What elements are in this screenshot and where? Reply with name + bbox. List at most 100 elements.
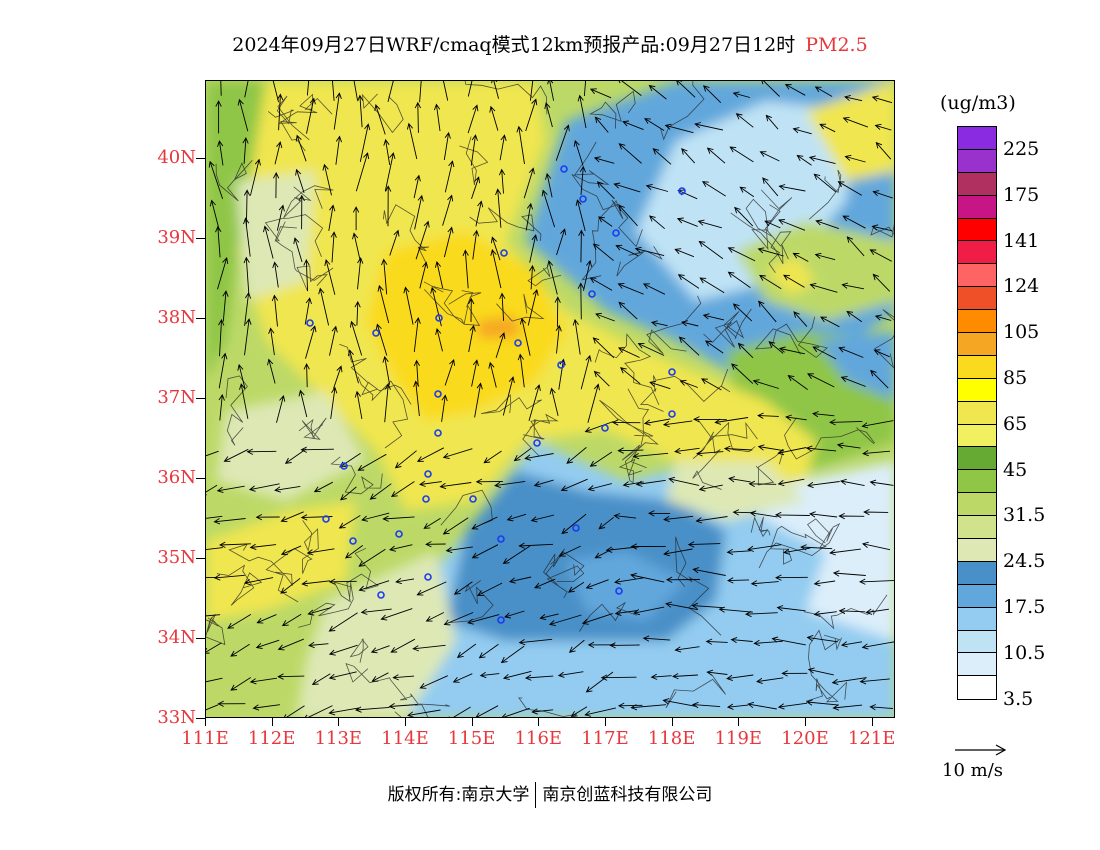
wind-arrow-icon	[589, 451, 613, 467]
region-south-yellow	[206, 501, 356, 621]
wind-arrow-icon	[377, 284, 390, 324]
wind-arrow-icon	[490, 248, 502, 289]
wind-arrow-icon	[475, 705, 499, 717]
wind-arrow-icon	[637, 342, 665, 356]
boundary-line	[754, 316, 828, 358]
wind-arrow-icon	[243, 577, 274, 586]
wind-arrow-icon	[672, 673, 698, 680]
wind-arrow-icon	[419, 261, 429, 289]
legend-swatch	[958, 470, 996, 494]
lon-tick	[205, 718, 206, 726]
station-marker-icon	[340, 462, 348, 470]
wind-arrow-icon	[413, 174, 421, 199]
boundary-line	[357, 376, 408, 449]
wind-arrow-icon	[332, 81, 335, 101]
legend-swatch	[958, 287, 996, 311]
wind-arrow-icon	[747, 544, 782, 552]
wind-arrow-icon	[381, 258, 388, 295]
wind-arrow-icon	[445, 546, 473, 554]
station-marker-icon	[533, 439, 541, 447]
wind-arrow-icon	[777, 702, 808, 710]
wind-arrow-icon	[587, 383, 600, 423]
station-marker-icon	[678, 187, 686, 195]
wind-arrow-icon	[859, 578, 894, 585]
wind-arrow-icon	[267, 358, 276, 384]
station-marker-icon	[322, 515, 330, 523]
boundary-line	[803, 594, 888, 630]
lon-label-117e: 117E	[581, 728, 629, 749]
wind-arrow-icon	[222, 290, 229, 322]
legend-label: 17.5	[1003, 595, 1046, 618]
wind-arrow-icon	[778, 184, 806, 192]
boundary-line	[228, 543, 299, 603]
wind-arrow-icon	[837, 181, 863, 196]
wind-arrow-icon	[648, 510, 671, 517]
wind-arrow-icon	[752, 379, 779, 389]
wind-arrow-icon	[271, 294, 279, 327]
wind-arrow-icon	[678, 336, 700, 356]
wind-arrow-icon	[352, 232, 362, 263]
station-marker-icon	[500, 249, 508, 257]
station-marker-icon	[306, 319, 314, 327]
wind-arrow-icon	[508, 576, 532, 584]
boundary-line	[578, 601, 637, 632]
wind-arrow-icon	[227, 614, 252, 629]
wind-arrow-icon	[322, 163, 332, 196]
station-marker-icon	[434, 429, 442, 437]
lat-tick	[196, 638, 205, 640]
region-south-mid	[566, 551, 686, 621]
station-marker-icon	[560, 165, 568, 173]
wind-arrow-icon	[613, 513, 637, 520]
wind-arrow-icon	[390, 638, 416, 653]
wind-arrow-icon	[333, 92, 342, 130]
wind-arrow-icon	[354, 300, 361, 326]
wind-arrow-icon	[406, 122, 418, 160]
wind-arrow-icon	[561, 513, 587, 535]
wind-arrow-icon	[380, 608, 413, 621]
legend-swatch	[958, 149, 996, 173]
wind-arrow-icon	[705, 638, 728, 645]
wind-arrow-icon	[679, 379, 698, 388]
wind-arrow-icon	[298, 194, 305, 230]
wind-arrow-icon	[385, 185, 392, 227]
wind-arrow-icon	[622, 120, 644, 131]
wind-arrow-icon	[783, 274, 805, 288]
wind-arrow-icon	[570, 706, 588, 717]
boundary-line	[206, 614, 226, 646]
wind-arrow-icon	[572, 318, 581, 355]
wind-arrow-icon	[206, 677, 223, 683]
wind-arrow-icon	[303, 259, 310, 292]
wind-arrow-icon	[230, 643, 250, 657]
wind-arrow-icon	[243, 256, 250, 294]
wind-arrow-icon	[844, 94, 863, 102]
reference-vector-arrow-icon	[955, 744, 1007, 756]
lat-tick	[196, 238, 205, 240]
boundary-line	[770, 525, 833, 565]
lon-label-111e: 111E	[181, 728, 229, 749]
boundary-line	[480, 394, 542, 414]
boundary-line	[618, 388, 659, 484]
lat-label-33n: 33N	[157, 707, 196, 728]
wind-arrow-icon	[246, 448, 277, 455]
wind-arrow-icon	[842, 116, 869, 128]
wind-arrow-icon	[873, 349, 890, 358]
wind-arrow-icon	[477, 582, 503, 596]
wind-arrow-icon	[340, 486, 357, 501]
legend-label: 105	[1003, 321, 1040, 344]
wind-arrow-icon	[308, 641, 329, 649]
lon-tick	[338, 718, 340, 726]
lon-tick	[271, 718, 273, 726]
wind-arrow-icon	[702, 85, 722, 104]
wind-arrow-icon	[443, 81, 449, 101]
lon-tick	[738, 718, 740, 726]
wind-arrow-icon	[525, 98, 538, 132]
wind-arrow-icon	[589, 277, 613, 291]
region-ne-corner	[806, 81, 894, 181]
wind-arrow-icon	[681, 148, 696, 164]
wind-arrow-icon	[303, 363, 310, 388]
wind-arrow-icon	[598, 516, 614, 530]
boundary-line	[646, 295, 702, 355]
lon-label-120e: 120E	[781, 728, 829, 749]
lon-label-112e: 112E	[247, 728, 296, 749]
wind-arrow-icon	[280, 577, 301, 594]
